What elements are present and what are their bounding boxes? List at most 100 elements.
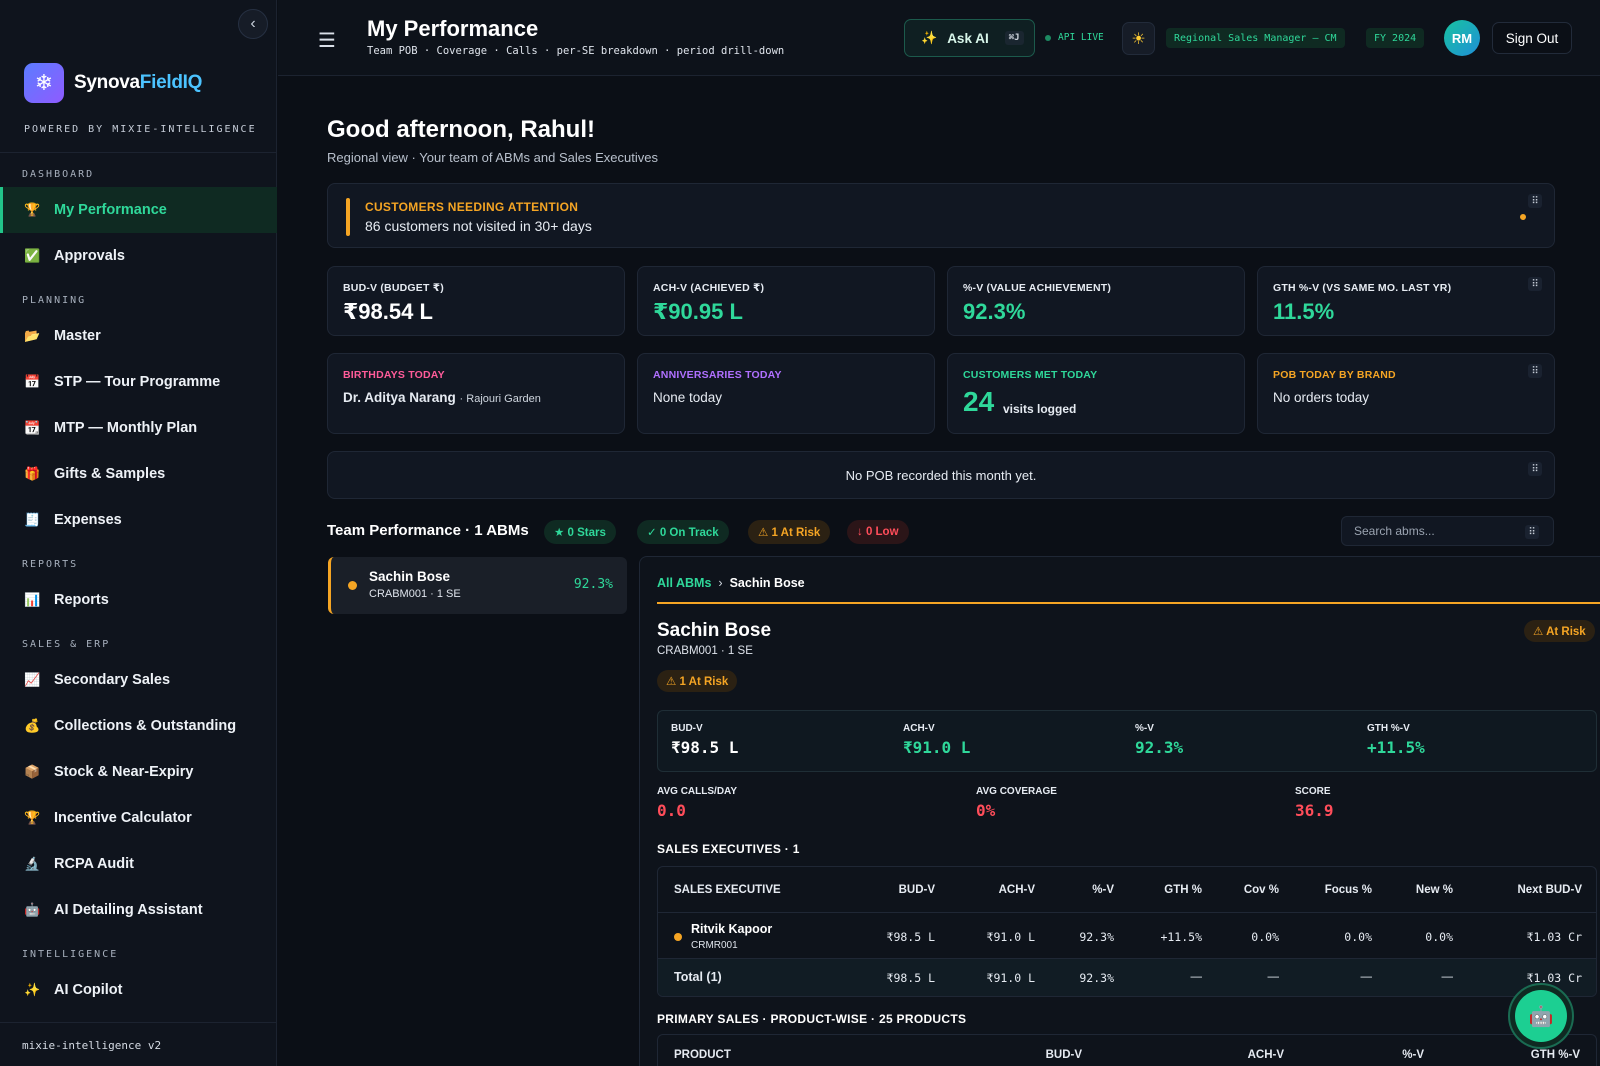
accent-bar bbox=[346, 198, 350, 236]
abm-detail-panel: All ABMs › Sachin Bose Sachin Bose CRABM… bbox=[639, 556, 1600, 1066]
sidebar-item-reports[interactable]: 📊 Reports bbox=[0, 577, 277, 623]
collapse-sidebar-button[interactable]: ‹ bbox=[238, 9, 268, 39]
theme-toggle-button[interactable]: ☀ bbox=[1122, 22, 1155, 55]
check-box-icon: ✅ bbox=[24, 248, 41, 263]
column-header[interactable]: SALES EXECUTIVE bbox=[674, 884, 781, 896]
kpi-label: BUD-V bbox=[671, 723, 703, 734]
sidebar-item-ai-detailing[interactable]: 🤖 AI Detailing Assistant bbox=[0, 887, 277, 933]
kpi-value: 92.3% bbox=[963, 299, 1026, 324]
birthday-entry[interactable]: Dr. Aditya Narang · Rajouri Garden bbox=[343, 390, 541, 405]
sidebar-item-master[interactable]: 📂 Master bbox=[0, 313, 277, 359]
total-cov: — bbox=[1267, 971, 1280, 983]
sidebar-item-secondary-sales[interactable]: 📈 Secondary Sales bbox=[0, 657, 277, 703]
sidebar-item-label: My Performance bbox=[54, 202, 167, 218]
sidebar-item-expenses[interactable]: 🧾 Expenses bbox=[0, 497, 277, 543]
pob-today-card: POB TODAY BY BRAND No orders today ⠿ bbox=[1257, 353, 1555, 434]
top-header: ☰ My Performance Team POB · Coverage · C… bbox=[278, 0, 1600, 76]
column-header[interactable]: GTH %-V bbox=[1530, 1049, 1580, 1061]
column-header[interactable]: BUD-V bbox=[898, 884, 935, 896]
drag-handle-icon[interactable]: ⠿ bbox=[1525, 525, 1539, 539]
sidebar-item-collections[interactable]: 💰 Collections & Outstanding bbox=[0, 703, 277, 749]
column-header[interactable]: Focus % bbox=[1324, 884, 1372, 896]
abm-list-item[interactable]: Sachin Bose CRABM001 · 1 SE 92.3% bbox=[328, 557, 627, 614]
column-header[interactable]: GTH % bbox=[1164, 884, 1202, 896]
ai-assistant-fab[interactable]: 🤖 bbox=[1508, 983, 1574, 1049]
kpi-card-achv: ACH-V (ACHIEVED ₹) ₹90.95 L bbox=[637, 266, 935, 336]
brand[interactable]: ❄ SynovaFieldIQ bbox=[24, 63, 202, 103]
column-header[interactable]: PRODUCT bbox=[674, 1049, 731, 1061]
total-label: Total (1) bbox=[674, 970, 722, 984]
sidebar-item-label: AI Detailing Assistant bbox=[54, 902, 203, 918]
api-status: API LIVE bbox=[1045, 32, 1104, 43]
avg-label: SCORE bbox=[1295, 786, 1331, 797]
column-header[interactable]: ACH-V bbox=[1247, 1049, 1284, 1061]
status-dot-icon bbox=[348, 581, 357, 590]
alert-dot-icon bbox=[1520, 214, 1526, 220]
attention-title: CUSTOMERS NEEDING ATTENTION bbox=[365, 200, 579, 214]
sidebar-item-stp[interactable]: 📅 STP — Tour Programme bbox=[0, 359, 277, 405]
sign-out-button[interactable]: Sign Out bbox=[1492, 22, 1572, 54]
section-reports: REPORTS bbox=[22, 559, 79, 570]
drag-handle-icon[interactable]: ⠿ bbox=[1528, 194, 1542, 208]
sales-executives-table: SALES EXECUTIVE BUD-V ACH-V %-V GTH % Co… bbox=[657, 866, 1597, 997]
column-header[interactable]: ACH-V bbox=[998, 884, 1035, 896]
breadcrumb-current: Sachin Bose bbox=[729, 576, 805, 590]
kpi-value: ₹90.95 L bbox=[653, 299, 743, 324]
anniversaries-label: ANNIVERSARIES TODAY bbox=[653, 369, 782, 381]
drag-handle-icon[interactable]: ⠿ bbox=[1528, 364, 1542, 378]
column-header[interactable]: Cov % bbox=[1243, 884, 1279, 896]
drag-handle-icon[interactable]: ⠿ bbox=[1528, 462, 1542, 476]
kpi-label: GTH %-V (VS SAME MO. LAST YR) bbox=[1273, 282, 1452, 294]
sidebar-item-incentive[interactable]: 🏆 Incentive Calculator bbox=[0, 795, 277, 841]
role-badge: Regional Sales Manager — CM bbox=[1166, 28, 1345, 48]
cell-gth: +11.5% bbox=[1160, 930, 1202, 944]
birthdays-card: BIRTHDAYS TODAY Dr. Aditya Narang · Rajo… bbox=[327, 353, 625, 434]
attention-card[interactable]: CUSTOMERS NEEDING ATTENTION 86 customers… bbox=[327, 183, 1555, 248]
filter-low[interactable]: ↓ 0 Low bbox=[847, 520, 909, 544]
sidebar-item-mtp[interactable]: 📆 MTP — Monthly Plan bbox=[0, 405, 277, 451]
ask-ai-button[interactable]: ✨ Ask AI ⌘J bbox=[904, 19, 1035, 57]
sidebar-item-my-performance[interactable]: 🏆 My Performance bbox=[0, 187, 277, 233]
drag-handle-icon[interactable]: ⠿ bbox=[1528, 277, 1542, 291]
microscope-icon: 🔬 bbox=[24, 856, 41, 871]
pob-month-text: No POB recorded this month yet. bbox=[845, 467, 1037, 483]
avatar[interactable]: RM bbox=[1444, 20, 1480, 56]
table-row[interactable]: Ritvik Kapoor CRMR001 ₹98.5 L ₹91.0 L 92… bbox=[658, 913, 1596, 959]
anniversaries-card: ANNIVERSARIES TODAY None today bbox=[637, 353, 935, 434]
total-pctv: 92.3% bbox=[1079, 971, 1114, 985]
status-dot-icon bbox=[674, 933, 682, 941]
sidebar-item-label: RCPA Audit bbox=[54, 856, 135, 872]
sidebar-item-gifts[interactable]: 🎁 Gifts & Samples bbox=[0, 451, 277, 497]
avg-value: 0.0 bbox=[657, 801, 686, 820]
team-performance-title: Team Performance · 1 ABMs bbox=[327, 522, 529, 539]
search-abms-input[interactable] bbox=[1341, 516, 1554, 546]
column-header[interactable]: BUD-V bbox=[1045, 1049, 1082, 1061]
column-header[interactable]: Next BUD-V bbox=[1517, 884, 1582, 896]
sparkles-icon: ✨ bbox=[24, 982, 41, 997]
sidebar-item-label: Collections & Outstanding bbox=[54, 718, 237, 734]
section-planning: PLANNING bbox=[22, 295, 87, 306]
column-header[interactable]: New % bbox=[1415, 884, 1453, 896]
fiscal-year-badge[interactable]: FY 2024 bbox=[1366, 28, 1425, 48]
filter-at-risk[interactable]: ⚠ 1 At Risk bbox=[748, 520, 831, 544]
divider bbox=[0, 1022, 277, 1023]
cell-pctv: 92.3% bbox=[1079, 930, 1114, 944]
trophy-icon: 🏆 bbox=[24, 810, 41, 825]
abm-name: Sachin Bose bbox=[369, 569, 451, 584]
sidebar-item-rcpa[interactable]: 🔬 RCPA Audit bbox=[0, 841, 277, 887]
sidebar-item-stock[interactable]: 📦 Stock & Near-Expiry bbox=[0, 749, 277, 795]
robot-icon: 🤖 bbox=[24, 902, 41, 917]
filter-stars[interactable]: ★ 0 Stars bbox=[544, 520, 616, 544]
column-header[interactable]: %-V bbox=[1092, 884, 1114, 896]
hamburger-menu-icon[interactable]: ☰ bbox=[318, 30, 336, 52]
total-next-budv: ₹1.03 Cr bbox=[1526, 971, 1582, 985]
attention-text: 86 customers not visited in 30+ days bbox=[365, 218, 592, 234]
breadcrumb: All ABMs › Sachin Bose bbox=[657, 576, 805, 590]
column-header[interactable]: %-V bbox=[1402, 1049, 1424, 1061]
cell-next-budv: ₹1.03 Cr bbox=[1526, 930, 1582, 944]
sidebar-item-ai-copilot[interactable]: ✨ AI Copilot bbox=[0, 967, 277, 1013]
total-budv: ₹98.5 L bbox=[886, 971, 935, 985]
sidebar-item-approvals[interactable]: ✅ Approvals bbox=[0, 233, 277, 279]
breadcrumb-all-abms[interactable]: All ABMs bbox=[657, 576, 712, 590]
filter-on-track[interactable]: ✓ 0 On Track bbox=[637, 520, 729, 544]
